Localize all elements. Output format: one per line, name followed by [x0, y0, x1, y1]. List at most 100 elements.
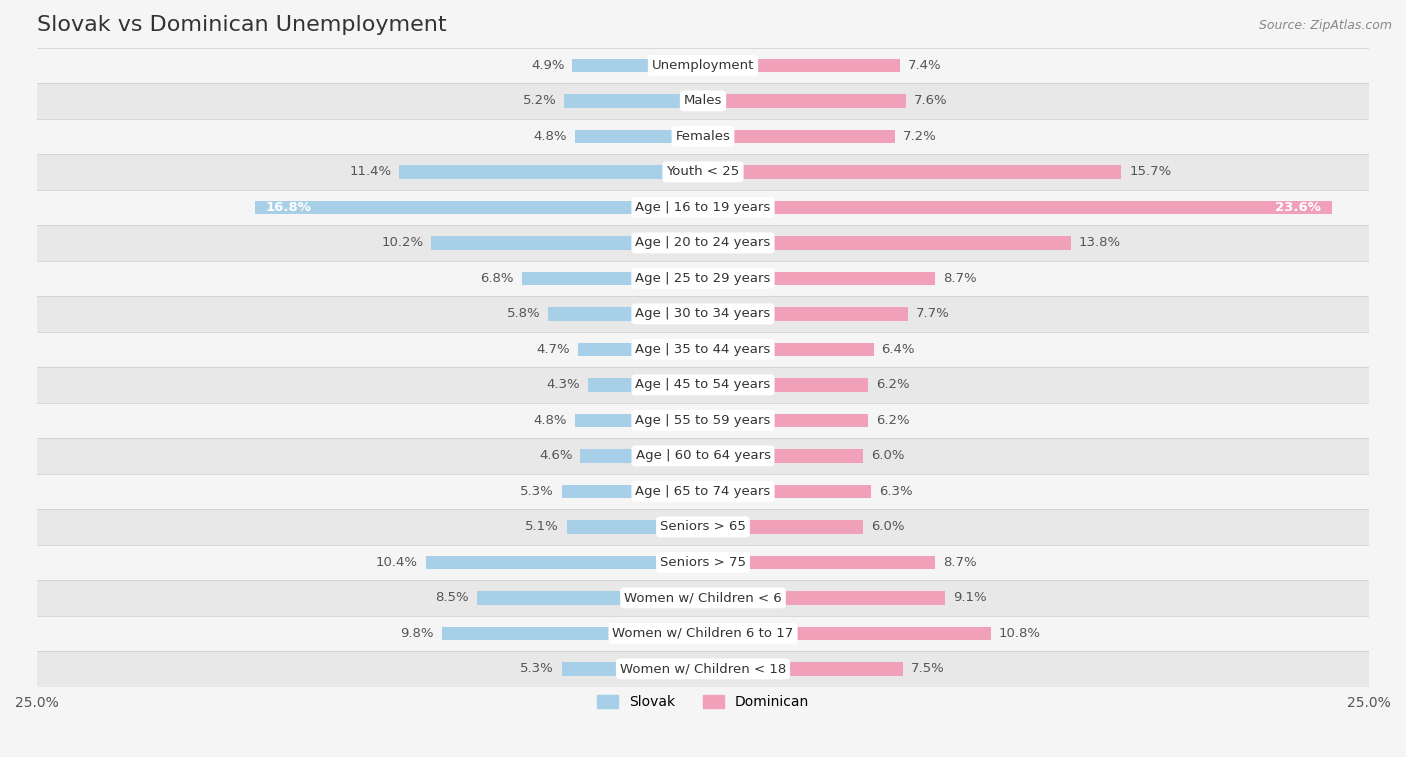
Text: 6.8%: 6.8% [481, 272, 513, 285]
Text: 9.1%: 9.1% [953, 591, 987, 604]
Text: Age | 60 to 64 years: Age | 60 to 64 years [636, 450, 770, 463]
Bar [703, 662, 903, 675]
Text: Females: Females [675, 130, 731, 143]
Text: 4.6%: 4.6% [538, 450, 572, 463]
Bar [432, 236, 703, 250]
Text: Women w/ Children < 6: Women w/ Children < 6 [624, 591, 782, 604]
Text: Age | 16 to 19 years: Age | 16 to 19 years [636, 201, 770, 214]
Bar [703, 556, 935, 569]
Bar [37, 296, 1369, 332]
Text: 5.1%: 5.1% [526, 520, 560, 534]
Text: 10.4%: 10.4% [375, 556, 418, 569]
Text: 7.4%: 7.4% [908, 59, 942, 72]
Text: Age | 20 to 24 years: Age | 20 to 24 years [636, 236, 770, 249]
Bar [703, 165, 1122, 179]
Text: Seniors > 65: Seniors > 65 [659, 520, 747, 534]
Text: 7.5%: 7.5% [911, 662, 945, 675]
Text: 6.2%: 6.2% [876, 414, 910, 427]
Text: Seniors > 75: Seniors > 75 [659, 556, 747, 569]
Text: Youth < 25: Youth < 25 [666, 166, 740, 179]
Bar [37, 474, 1369, 509]
Bar [37, 580, 1369, 615]
Text: 8.7%: 8.7% [943, 556, 976, 569]
Bar [703, 94, 905, 107]
Text: 23.6%: 23.6% [1275, 201, 1322, 214]
Bar [564, 94, 703, 107]
Bar [703, 201, 1331, 214]
Bar [703, 129, 894, 143]
Bar [703, 591, 945, 605]
Bar [703, 449, 863, 463]
Bar [578, 343, 703, 356]
Text: 4.7%: 4.7% [536, 343, 569, 356]
Bar [37, 367, 1369, 403]
Bar [37, 48, 1369, 83]
Bar [37, 438, 1369, 474]
Bar [589, 378, 703, 391]
Bar [703, 272, 935, 285]
Text: 13.8%: 13.8% [1078, 236, 1121, 249]
Bar [567, 520, 703, 534]
Bar [703, 520, 863, 534]
Bar [572, 59, 703, 72]
Text: 11.4%: 11.4% [349, 166, 391, 179]
Text: 8.5%: 8.5% [434, 591, 468, 604]
Bar [703, 378, 868, 391]
Text: Women w/ Children 6 to 17: Women w/ Children 6 to 17 [613, 627, 793, 640]
Text: Age | 65 to 74 years: Age | 65 to 74 years [636, 485, 770, 498]
Bar [562, 484, 703, 498]
Text: 16.8%: 16.8% [266, 201, 312, 214]
Bar [37, 651, 1369, 687]
Text: 5.3%: 5.3% [520, 662, 554, 675]
Text: 10.2%: 10.2% [381, 236, 423, 249]
Text: 4.3%: 4.3% [547, 378, 581, 391]
Bar [441, 627, 703, 640]
Bar [703, 413, 868, 427]
Text: 5.2%: 5.2% [523, 95, 557, 107]
Bar [703, 236, 1071, 250]
Bar [37, 615, 1369, 651]
Text: 7.7%: 7.7% [917, 307, 950, 320]
Text: Slovak vs Dominican Unemployment: Slovak vs Dominican Unemployment [37, 15, 447, 35]
Text: 6.2%: 6.2% [876, 378, 910, 391]
Bar [522, 272, 703, 285]
Bar [562, 662, 703, 675]
Text: 7.6%: 7.6% [914, 95, 948, 107]
Text: 4.9%: 4.9% [531, 59, 564, 72]
Text: 5.3%: 5.3% [520, 485, 554, 498]
Legend: Slovak, Dominican: Slovak, Dominican [592, 690, 814, 715]
Text: 6.0%: 6.0% [870, 450, 904, 463]
Text: 4.8%: 4.8% [534, 130, 567, 143]
Bar [703, 627, 991, 640]
Bar [37, 544, 1369, 580]
Bar [548, 307, 703, 321]
Text: Unemployment: Unemployment [652, 59, 754, 72]
Bar [37, 403, 1369, 438]
Bar [575, 413, 703, 427]
Bar [37, 119, 1369, 154]
Bar [703, 343, 873, 356]
Text: Source: ZipAtlas.com: Source: ZipAtlas.com [1258, 19, 1392, 32]
Bar [703, 307, 908, 321]
Text: Women w/ Children < 18: Women w/ Children < 18 [620, 662, 786, 675]
Text: Age | 25 to 29 years: Age | 25 to 29 years [636, 272, 770, 285]
Bar [37, 83, 1369, 119]
Bar [426, 556, 703, 569]
Text: 8.7%: 8.7% [943, 272, 976, 285]
Text: 7.2%: 7.2% [903, 130, 936, 143]
Bar [37, 509, 1369, 544]
Bar [37, 260, 1369, 296]
Bar [581, 449, 703, 463]
Text: 9.8%: 9.8% [401, 627, 434, 640]
Text: Age | 45 to 54 years: Age | 45 to 54 years [636, 378, 770, 391]
Text: 15.7%: 15.7% [1129, 166, 1171, 179]
Text: Age | 30 to 34 years: Age | 30 to 34 years [636, 307, 770, 320]
Bar [37, 190, 1369, 225]
Text: 6.3%: 6.3% [879, 485, 912, 498]
Text: 6.0%: 6.0% [870, 520, 904, 534]
Bar [37, 154, 1369, 190]
Bar [37, 225, 1369, 260]
Text: 10.8%: 10.8% [998, 627, 1040, 640]
Bar [477, 591, 703, 605]
Bar [37, 332, 1369, 367]
